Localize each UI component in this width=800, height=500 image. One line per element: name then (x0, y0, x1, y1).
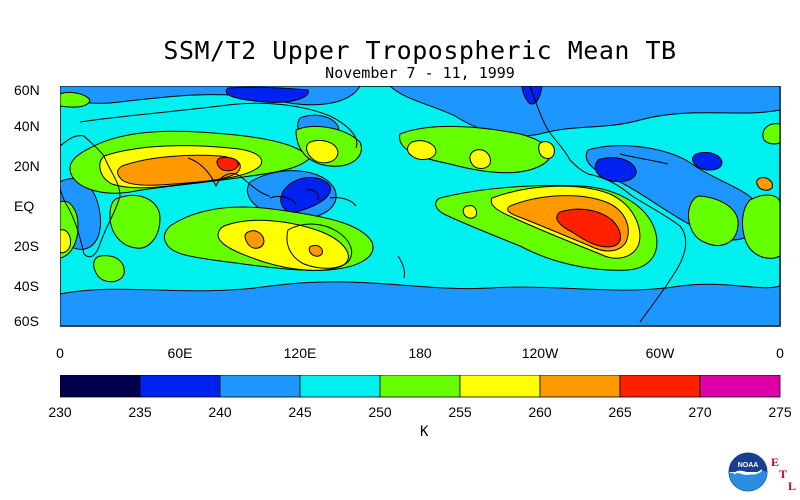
colorbar-segment (619, 375, 701, 398)
lon-label-120e: 120E (283, 345, 317, 361)
colorbar-tick-275: 275 (768, 404, 792, 420)
colorbar-tick-235: 235 (128, 404, 152, 420)
lon-label-120w: 120W (521, 345, 559, 361)
colorbar-tick-260: 260 (528, 404, 552, 420)
lat-label-60s: 60S (14, 313, 39, 329)
lon-label-180: 180 (408, 345, 432, 361)
lat-label-20s: 20S (14, 238, 39, 254)
colorbar-tick-255: 255 (448, 404, 472, 420)
colorbar-segment (219, 375, 301, 398)
colorbar-tick-270: 270 (688, 404, 712, 420)
temperature-map (60, 86, 781, 327)
colorbar-tick-240: 240 (208, 404, 232, 420)
etl-letter-t: T (779, 467, 788, 481)
colorbar-tick-250: 250 (368, 404, 392, 420)
lat-label-40s: 40S (14, 278, 39, 294)
colorbar-segment (699, 375, 781, 398)
lon-label-60w: 60W (645, 345, 675, 361)
colorbar-unit: K (420, 424, 429, 440)
noaa-logo-icon: NOAA (728, 452, 768, 492)
colorbar-segment (60, 375, 141, 398)
colorbar-segment (139, 375, 221, 398)
colorbar-segment (539, 375, 621, 398)
lon-label-60e: 60E (167, 345, 193, 361)
lat-label-20n: 20N (14, 158, 40, 174)
noaa-logo-text: NOAA (738, 462, 759, 469)
colorbar (60, 375, 781, 398)
colorbar-tick-245: 245 (288, 404, 312, 420)
colorbar-segment (379, 375, 461, 398)
lat-label-eq: EQ (14, 198, 35, 214)
lat-label-60n: 60N (14, 82, 40, 98)
colorbar-tick-265: 265 (608, 404, 632, 420)
colorbar-tick-230: 230 (48, 404, 72, 420)
lon-label-0-east: 0 (776, 345, 784, 361)
map-subtitle: November 7 - 11, 1999 (325, 64, 515, 82)
colorbar-segment (299, 375, 381, 398)
lon-label-0: 0 (56, 345, 64, 361)
colorbar-segment (459, 375, 541, 398)
etl-letter-e: E (771, 455, 780, 469)
lat-label-40n: 40N (14, 118, 40, 134)
map-title: SSM/T2 Upper Tropospheric Mean TB (163, 36, 677, 65)
etl-letter-l: L (788, 479, 797, 493)
